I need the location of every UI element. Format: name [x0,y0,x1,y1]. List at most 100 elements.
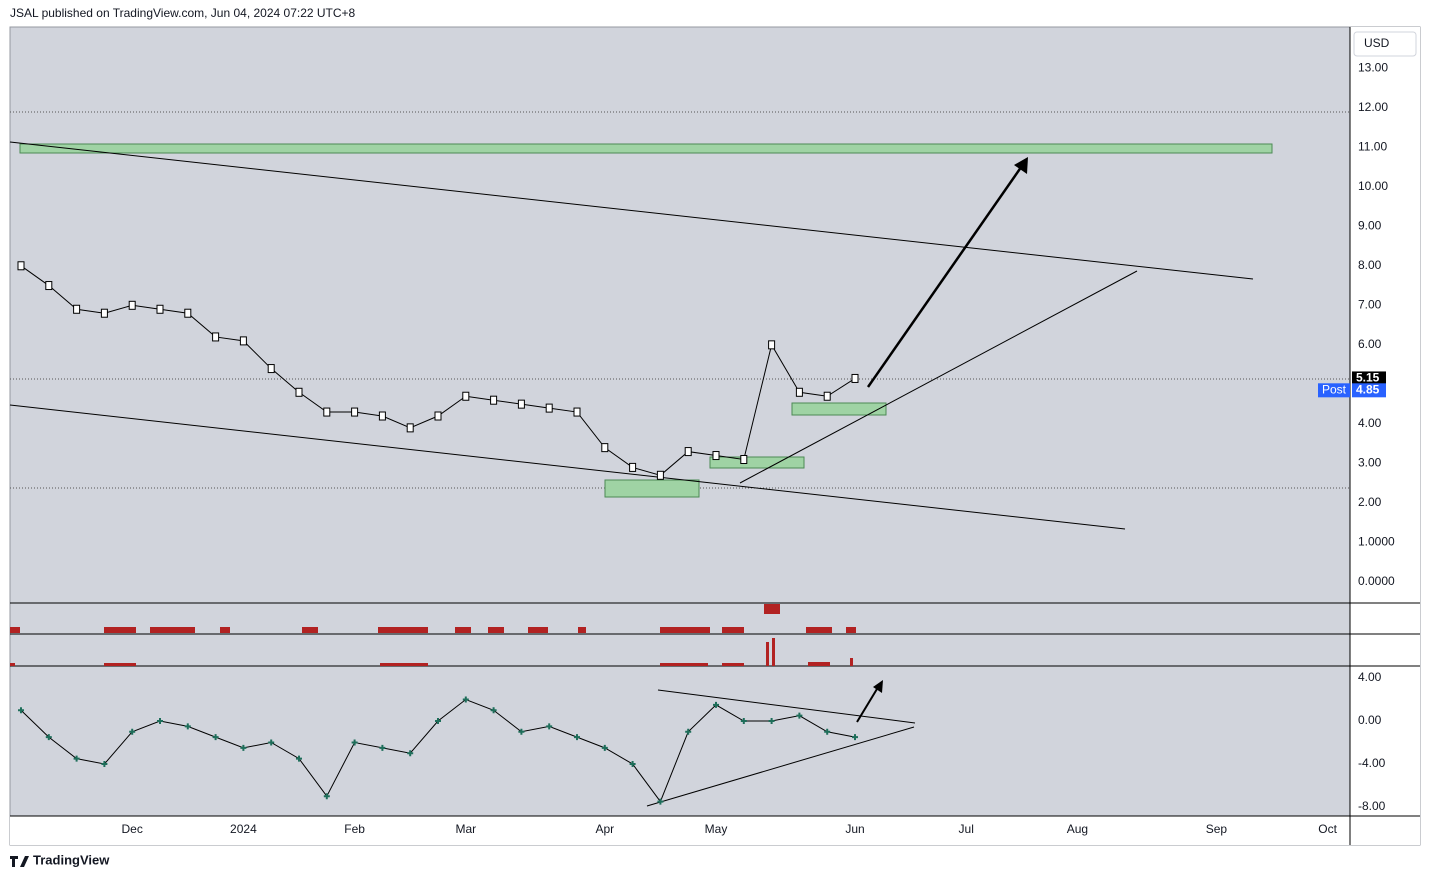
price-point [490,395,498,405]
price-point [684,447,692,457]
oscillator-point [184,723,191,730]
signal-markers [10,604,856,666]
price-point [462,391,470,401]
price-point [45,281,53,291]
price-point [323,407,331,417]
price-point [17,261,25,271]
price-point [768,340,776,350]
chart-area [9,26,1421,846]
price-tag-label: 4.85 [1356,382,1380,396]
price-point [712,451,720,461]
trend-line [657,689,916,724]
price-point [212,332,220,342]
y-tick-label: 3.00 [1358,456,1382,470]
time-scale [10,816,1350,845]
oscillator-point [518,728,525,735]
price-scale [1350,27,1420,845]
price-point [795,387,803,397]
price-point [128,300,136,310]
oscillator-point [296,755,302,762]
arrow-head [873,680,883,693]
price-point [656,470,664,480]
x-tick-label: Aug [1067,822,1088,836]
y-tick-label: -8.00 [1358,799,1386,813]
footer-brand: TradingView [33,852,110,867]
logo [10,856,29,867]
price-tag-name: Post [1322,382,1347,396]
zone [604,479,700,498]
x-tick-label: Dec [122,822,143,836]
price-tag [1352,371,1386,386]
x-tick-label: Jun [845,822,864,836]
y-tick-label: 9.00 [1358,218,1382,232]
oscillator-point [268,739,275,746]
oscillator-point [685,728,692,735]
oscillator-point [240,744,247,751]
x-tick-label: Oct [1318,822,1337,836]
price-tag [1352,383,1386,398]
price-point [601,443,609,453]
arrow [866,162,1026,388]
oscillator-point [379,744,386,751]
currency[interactable]: USD [1364,36,1390,50]
zone [791,402,887,416]
y-tick-label: 8.00 [1358,258,1382,272]
oscillator-point [490,707,497,714]
oscillator-point [713,701,719,708]
price-point [295,387,303,397]
price-point [378,411,386,421]
oscillator-point [101,760,108,767]
currency-box[interactable] [1353,31,1417,57]
y-tick-label: 4.00 [1358,670,1382,684]
oscillator-point [546,723,553,730]
price-point [629,462,637,472]
arrow-head [1014,157,1028,174]
oscillator-point [740,718,747,725]
y-tick-label: 12.00 [1358,100,1388,114]
y-tick-label: 11.00 [1358,139,1387,153]
y-tick-label: 13.00 [1358,60,1388,74]
price-point [851,373,859,383]
price-point [434,411,442,421]
price-point [573,407,581,417]
y-tick-label: 1.0000 [1358,535,1395,549]
oscillator-point [157,718,163,725]
x-tick-label: Feb [344,822,365,836]
price-point [267,364,275,374]
y-tick-label: 4.00 [1358,416,1382,430]
oscillator-point [629,760,636,767]
oscillator-point [462,696,469,703]
trend-line [9,141,1254,280]
y-tick-label: 2.00 [1358,495,1382,509]
x-tick-label: Sep [1206,822,1228,836]
y-tick-label: 7.00 [1358,297,1382,311]
oscillator-point [435,718,441,725]
y-tick-label: 0.00 [1358,713,1382,727]
trend-line [739,270,1138,484]
oscillator-point [212,734,219,741]
oscillator-point [323,793,330,800]
y-tick-label: 0.0000 [1358,574,1395,588]
price-point [351,407,359,417]
y-tick-label: 10.00 [1358,179,1388,193]
price-point [100,308,108,318]
price-point [517,399,525,409]
y-tick-label: 6.00 [1358,337,1382,351]
oscillator-point [852,734,858,741]
oscillator-point [601,744,608,751]
price-point [156,304,164,314]
price-tag-label: 5.15 [1356,371,1380,385]
oscillator-point [73,755,80,762]
oscillator-point [351,739,358,746]
zone [709,456,805,469]
x-tick-label: Mar [455,822,476,836]
publish-header: JSAL published on TradingView.com, Jun 0… [10,6,356,20]
x-tick-label: Jul [959,822,974,836]
oscillator-point [45,734,52,741]
x-tick-label: Apr [595,822,614,836]
price-point [823,391,831,401]
zone [19,143,1273,154]
oscillator-point [768,718,775,725]
oscillator-point [824,728,831,735]
